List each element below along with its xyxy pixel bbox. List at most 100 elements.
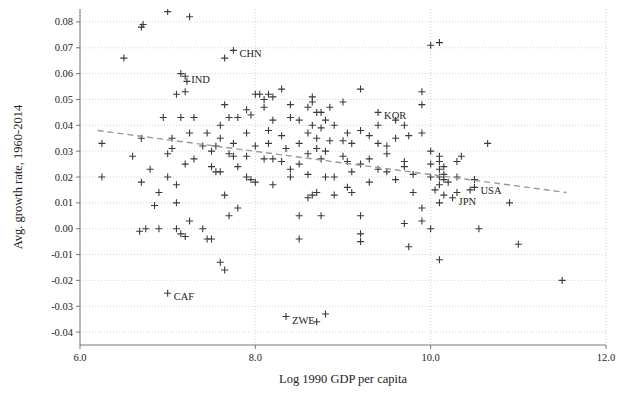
x-tick <box>255 345 256 349</box>
point <box>226 212 233 219</box>
point <box>230 153 237 160</box>
point <box>278 158 285 165</box>
point <box>243 153 250 160</box>
y-tick-label: -0.04 <box>51 327 74 338</box>
point <box>340 99 347 106</box>
y-grid-line <box>80 280 606 281</box>
point <box>160 114 167 121</box>
point <box>318 109 325 116</box>
y-tick-label: -0.03 <box>51 301 73 312</box>
point <box>471 184 478 191</box>
point <box>405 132 412 139</box>
x-tick-label: 6.0 <box>73 352 86 363</box>
y-tick <box>76 125 80 126</box>
point <box>326 137 333 144</box>
point <box>432 186 439 193</box>
point <box>401 122 408 129</box>
point <box>318 124 325 131</box>
point <box>173 91 180 98</box>
point <box>243 106 250 113</box>
point <box>252 179 259 186</box>
point <box>173 225 180 232</box>
y-grid-line <box>80 21 606 22</box>
point <box>318 212 325 219</box>
point <box>322 148 329 155</box>
point <box>182 161 189 168</box>
point <box>427 42 434 49</box>
point <box>120 55 127 62</box>
point <box>383 142 390 149</box>
y-grid-line <box>80 177 606 178</box>
point <box>331 122 338 129</box>
point <box>217 259 224 266</box>
point <box>142 225 149 232</box>
y-tick <box>76 99 80 100</box>
point <box>98 140 105 147</box>
point <box>453 158 460 165</box>
point <box>392 176 399 183</box>
point <box>357 161 364 168</box>
point <box>383 150 390 157</box>
y-tick-label: 0.02 <box>55 172 73 183</box>
y-tick-label: 0.05 <box>55 94 73 105</box>
point <box>217 168 224 175</box>
y-tick <box>76 47 80 48</box>
point <box>164 9 171 15</box>
point <box>287 174 294 181</box>
point <box>221 192 228 199</box>
point <box>515 241 522 248</box>
x-tick-label: 12.0 <box>597 352 615 363</box>
point <box>183 78 190 85</box>
y-tick-label: 0.07 <box>55 42 73 53</box>
point <box>296 236 303 243</box>
x-tick <box>430 345 431 349</box>
point <box>234 114 241 121</box>
point <box>410 189 417 196</box>
y-tick-label: 0.04 <box>55 120 74 131</box>
point <box>304 130 311 137</box>
point <box>177 114 184 121</box>
point <box>269 181 276 188</box>
y-tick-label: -0.02 <box>51 275 73 286</box>
point <box>445 179 452 186</box>
y-tick <box>76 177 80 178</box>
point <box>436 158 443 165</box>
point <box>283 145 290 152</box>
x-grid-line <box>80 9 81 345</box>
point <box>313 135 320 142</box>
point <box>296 212 303 219</box>
point <box>322 174 329 181</box>
point <box>340 153 347 160</box>
point <box>243 130 250 137</box>
point <box>296 161 303 168</box>
x-axis-line <box>80 345 606 346</box>
point <box>440 163 447 170</box>
point <box>208 236 215 243</box>
point <box>340 137 347 144</box>
point <box>322 117 329 124</box>
point <box>182 73 189 80</box>
point <box>234 163 241 170</box>
x-tick <box>606 345 607 349</box>
point <box>357 238 364 245</box>
y-grid-line <box>80 254 606 255</box>
point <box>204 130 211 137</box>
y-tick-label: 0.08 <box>55 16 73 27</box>
y-grid-line <box>80 202 606 203</box>
point <box>375 140 382 147</box>
point <box>506 199 513 206</box>
y-tick <box>76 151 80 152</box>
point <box>344 130 351 137</box>
point <box>458 153 465 160</box>
background <box>0 0 624 417</box>
x-axis-label: Log 1990 GDP per capita <box>279 372 407 386</box>
point <box>484 140 491 147</box>
point <box>265 140 272 147</box>
y-axis-line <box>80 9 81 345</box>
y-axis-label: Avg. growth rate, 1960-2014 <box>11 104 25 249</box>
y-grid-line <box>80 73 606 74</box>
point <box>348 168 355 175</box>
trend-line <box>98 130 567 192</box>
point <box>287 166 294 173</box>
point <box>559 277 566 284</box>
